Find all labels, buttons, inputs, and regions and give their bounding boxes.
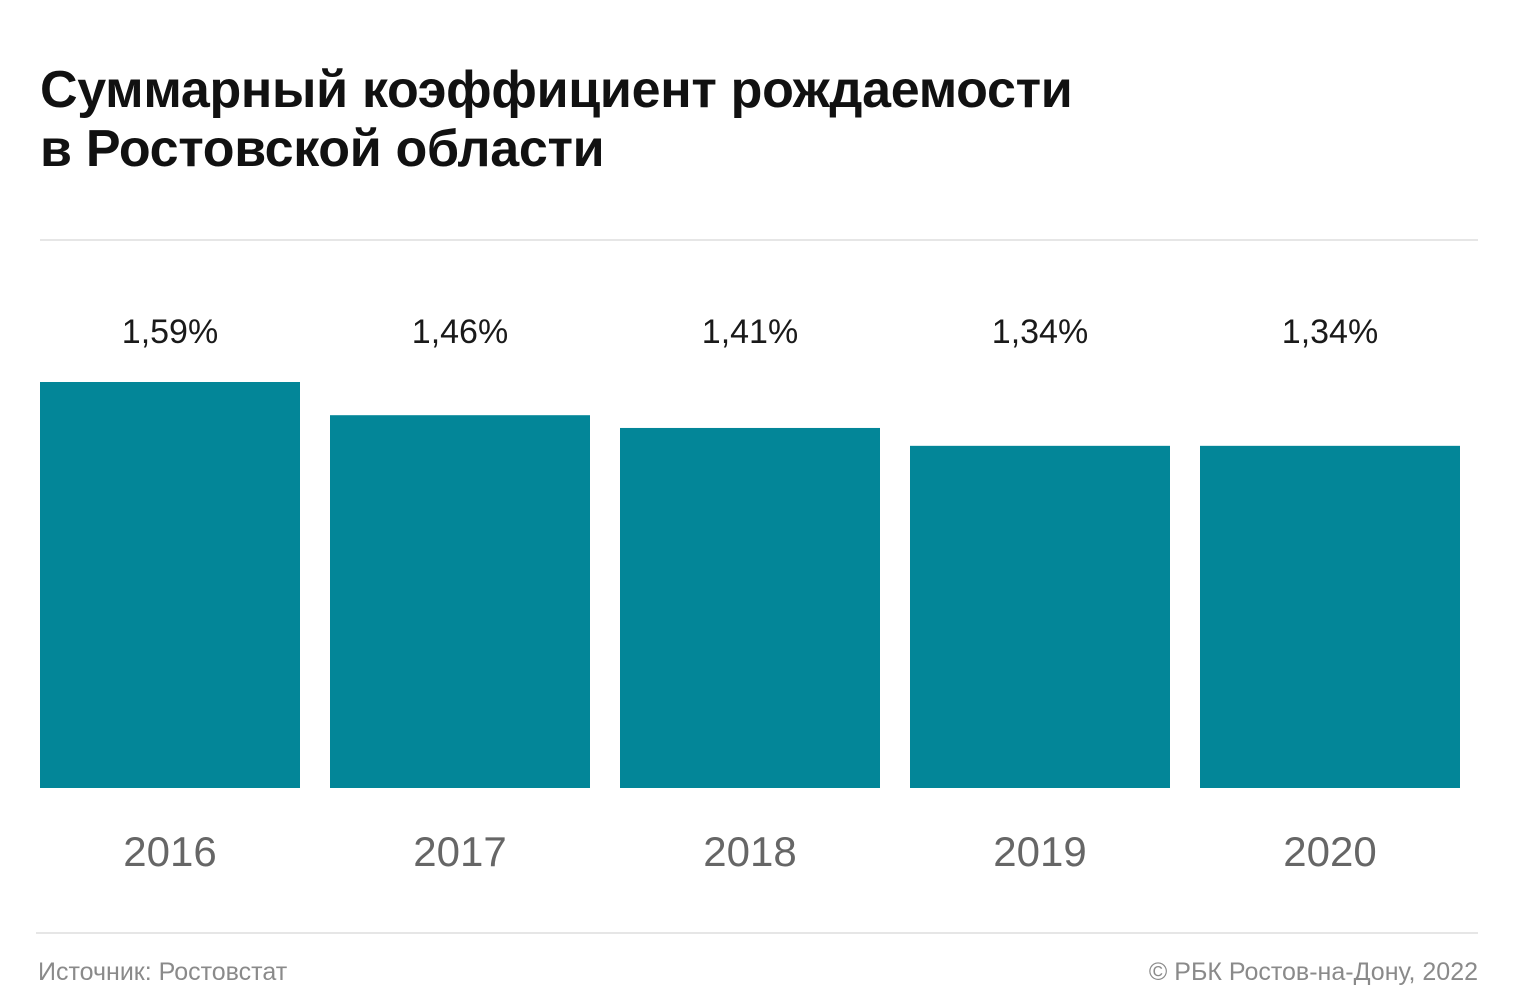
- x-tick-label-2018: 2018: [703, 828, 796, 875]
- data-label-2018: 1,41%: [702, 313, 798, 351]
- chart-title: Суммарный коэффициент рождаемости в Рост…: [40, 61, 1073, 178]
- bar-2020: [1200, 445, 1460, 788]
- copyright-note: © РБК Ростов-на-Дону, 2022: [1148, 958, 1478, 986]
- x-tick-label-2019: 2019: [993, 828, 1086, 875]
- bottom-divider: [36, 932, 1478, 934]
- x-tick-labels-group: 2016 2017 2018 2019 2020: [123, 828, 1376, 875]
- x-tick-label-2020: 2020: [1283, 828, 1376, 875]
- bar-2018: [620, 427, 880, 788]
- data-labels-group: 1,59% 1,46% 1,41% 1,34% 1,34%: [122, 313, 1378, 351]
- top-divider: [40, 239, 1478, 241]
- data-label-2020: 1,34%: [1282, 313, 1378, 351]
- data-label-2019: 1,34%: [992, 313, 1088, 351]
- x-tick-label-2017: 2017: [413, 828, 506, 875]
- data-label-2017: 1,46%: [412, 313, 508, 351]
- bar-2019: [910, 445, 1170, 788]
- bar-2017: [330, 415, 590, 788]
- source-note: Источник: Ростовстат: [38, 958, 288, 986]
- bar-2016: [40, 382, 300, 788]
- data-label-2016: 1,59%: [122, 313, 218, 351]
- x-tick-label-2016: 2016: [123, 828, 216, 875]
- bars-group: [40, 382, 1460, 788]
